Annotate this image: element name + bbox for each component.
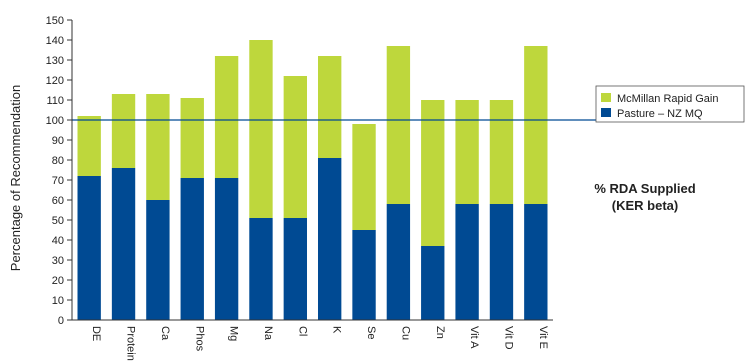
x-tick-label: Na (262, 326, 274, 341)
bar-mcmillan-mg (214, 56, 239, 178)
bar-pasture-k (317, 158, 342, 320)
bar-mcmillan-protein (111, 94, 136, 168)
y-axis-ticks: 0 10 20 30 40 50 60 70 80 90 100 110 120 130 140 150 (46, 15, 72, 327)
legend-label-mcmillan: McMillan Rapid Gain (617, 93, 718, 105)
bar-mcmillan-cl (283, 76, 308, 218)
bar-mcmillan-phos (180, 98, 204, 178)
y-tick-label: 100 (46, 115, 64, 127)
y-tick-label: 70 (52, 175, 64, 187)
y-tick-label: 90 (52, 135, 64, 147)
bar-pasture-se (352, 230, 376, 320)
legend-swatch-pasture (601, 108, 611, 117)
bar-pasture-ca (146, 200, 170, 320)
bar-pasture-zn (421, 246, 445, 320)
bars (77, 40, 548, 320)
x-tick-label: Vit D (502, 326, 514, 350)
bar-pasture-cl (283, 218, 308, 320)
y-tick-label: 20 (52, 275, 64, 287)
bar-pasture-phos (180, 178, 204, 320)
bar-mcmillan-k (317, 56, 342, 158)
y-tick-label: 80 (52, 155, 64, 167)
x-tick-label: Phos (193, 326, 205, 352)
x-tick-label: Cl (296, 326, 308, 336)
bar-mcmillan-vit-e (524, 46, 548, 204)
bar-mcmillan-zn (421, 100, 445, 246)
bar-mcmillan-na (249, 40, 273, 218)
x-tick-label: Zn (434, 326, 446, 339)
y-tick-label: 130 (46, 55, 64, 67)
y-tick-label: 150 (46, 15, 64, 27)
y-tick-label: 0 (58, 315, 64, 327)
legend-label-pasture: Pasture – NZ MQ (617, 108, 703, 120)
bar-pasture-protein (111, 168, 136, 320)
y-axis-label: Percentage of Recommendation (8, 85, 23, 271)
bar-mcmillan-cu (386, 46, 411, 204)
bar-mcmillan-se (352, 124, 376, 230)
y-tick-label: 10 (52, 295, 64, 307)
legend-box (595, 85, 745, 123)
legend: McMillan Rapid Gain Pasture – NZ MQ (595, 85, 745, 123)
bar-pasture-cu (386, 204, 411, 320)
x-tick-label: Vit A (468, 326, 480, 349)
x-tick-label: Ca (159, 326, 171, 341)
bar-pasture-vit-a (455, 204, 479, 320)
y-tick-label: 140 (46, 35, 64, 47)
x-tick-label: Vit E (537, 326, 549, 349)
bar-pasture-vit-e (524, 204, 548, 320)
bar-pasture-vit-d (489, 204, 514, 320)
side-title: % RDA Supplied (KER beta) (560, 180, 730, 214)
side-title-line-2: (KER beta) (611, 198, 679, 213)
x-tick-label: Mg (228, 326, 240, 341)
y-tick-label: 40 (52, 235, 64, 247)
bar-mcmillan-vit-d (489, 100, 514, 204)
y-tick-label: 30 (52, 255, 64, 267)
x-tick-label: Cu (399, 326, 411, 340)
x-tick-label: Se (365, 326, 377, 339)
x-tick-label: K (331, 326, 343, 334)
bar-mcmillan-de (77, 116, 101, 176)
bar-pasture-mg (214, 178, 239, 320)
y-tick-label: 120 (46, 75, 64, 87)
bar-pasture-de (77, 176, 101, 320)
y-tick-label: 60 (52, 195, 64, 207)
bar-mcmillan-ca (146, 94, 170, 200)
side-title-line-1: % RDA Supplied (594, 181, 696, 196)
y-tick-label: 110 (46, 95, 64, 107)
legend-swatch-mcmillan (601, 93, 611, 102)
x-tick-label: Protein (125, 326, 137, 361)
bar-mcmillan-vit-a (455, 100, 479, 204)
bar-pasture-na (249, 218, 273, 320)
x-axis-ticks: DE Protein Ca Phos Mg Na Cl K Se Cu Zn Vit A Vit D Vi… (90, 326, 549, 361)
x-tick-label: DE (90, 326, 102, 341)
y-tick-label: 50 (52, 215, 64, 227)
